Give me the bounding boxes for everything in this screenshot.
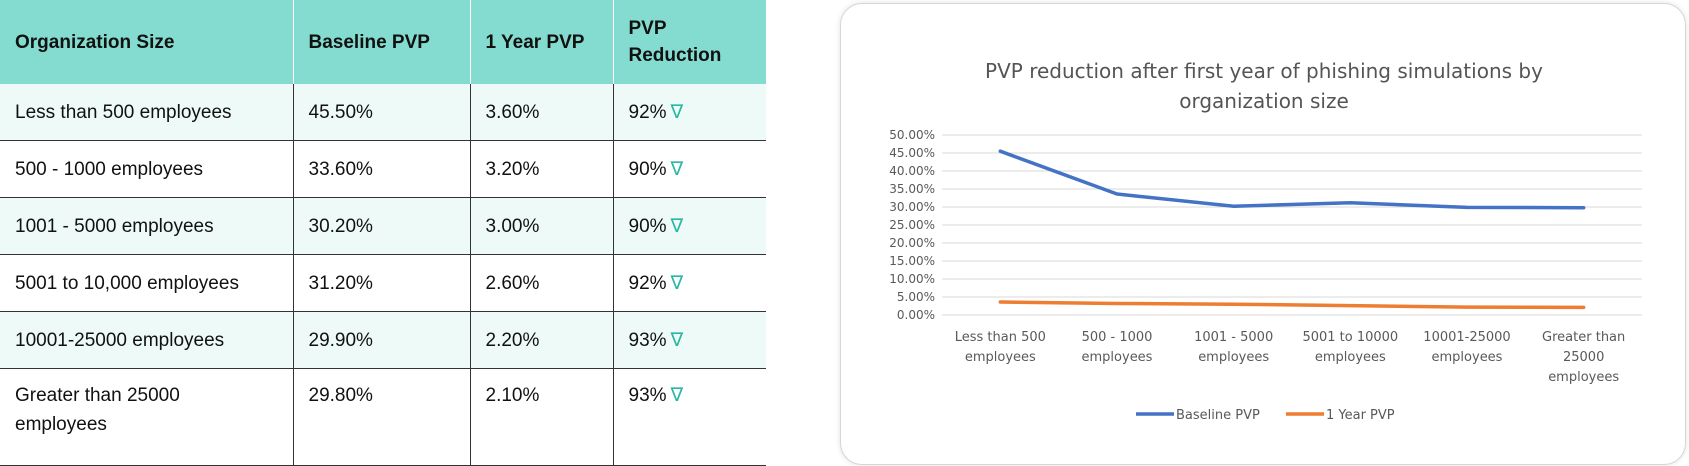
cell-size: Less than 500 employees (0, 84, 293, 141)
x-tick-label: employees (1432, 350, 1503, 365)
x-tick-label: 500 - 1000 (1082, 330, 1153, 345)
reduction-value: 92% (628, 101, 667, 123)
cell-baseline: 29.80% (292, 368, 470, 466)
cell-baseline: 31.20% (292, 254, 470, 312)
line-chart: PVP reduction after first year of phishi… (889, 59, 1642, 423)
cell-reduction: 90% ∇ (612, 197, 766, 255)
chart-card: PVP reduction after first year of phishi… (840, 3, 1686, 465)
cell-baseline: 30.20% (292, 197, 470, 255)
cell-size: 10001-25000 employees (0, 311, 293, 369)
cell-size: Greater than 25000 employees (0, 368, 293, 466)
triangle-down-outline-icon: ∇ (670, 329, 684, 351)
cell-one-year: 2.10% (469, 368, 613, 466)
table-row: 5001 to 10,000 employees 31.20% 2.60% 92… (0, 254, 766, 312)
cell-reduction: 93% ∇ (612, 311, 766, 369)
table-row: 10001-25000 employees 29.90% 2.20% 93% ∇ (0, 311, 766, 369)
x-tick-label: 5001 to 10000 (1302, 330, 1398, 345)
header-organization-size: Organization Size (0, 0, 293, 84)
header-pvp-reduction: PVP Reduction (612, 0, 766, 84)
x-tick-label: employees (1548, 370, 1619, 385)
y-tick-label: 30.00% (889, 200, 935, 214)
header-baseline-pvp: Baseline PVP (292, 0, 470, 84)
cell-one-year: 3.00% (469, 197, 613, 255)
x-tick-label: 10001-25000 (1423, 330, 1510, 345)
y-tick-label: 20.00% (889, 236, 935, 250)
pvp-table: Organization Size Baseline PVP 1 Year PV… (0, 0, 766, 466)
triangle-down-outline-icon: ∇ (670, 158, 684, 180)
triangle-down-outline-icon: ∇ (670, 385, 684, 406)
y-tick-label: 15.00% (889, 254, 935, 268)
y-tick-label: 5.00% (897, 290, 935, 304)
reduction-value: 93% (628, 385, 667, 406)
series-line-baseline-pvp (998, 149, 1586, 210)
reduction-value: 92% (628, 272, 667, 294)
cell-one-year: 3.60% (469, 84, 613, 141)
pvp-table-container: Organization Size Baseline PVP 1 Year PV… (0, 0, 766, 466)
reduction-value: 90% (628, 158, 667, 180)
reduction-value: 93% (628, 329, 667, 351)
cell-reduction: 90% ∇ (612, 140, 766, 198)
cell-reduction: 92% ∇ (612, 254, 766, 312)
y-tick-label: 10.00% (889, 272, 935, 286)
cell-reduction: 92% ∇ (612, 84, 766, 141)
cell-size: 500 - 1000 employees (0, 140, 293, 198)
x-tick-label: employees (965, 350, 1036, 365)
cell-reduction: 93% ∇ (612, 368, 766, 466)
cell-one-year: 2.60% (469, 254, 613, 312)
reduction-value: 90% (628, 215, 667, 237)
cell-one-year: 2.20% (469, 311, 613, 369)
y-tick-label: 35.00% (889, 182, 935, 196)
x-tick-label: 1001 - 5000 (1194, 330, 1273, 345)
table-row: 1001 - 5000 employees 30.20% 3.00% 90% ∇ (0, 197, 766, 255)
x-tick-label: Less than 500 (955, 330, 1046, 345)
cell-one-year: 3.20% (469, 140, 613, 198)
y-tick-label: 0.00% (897, 308, 935, 322)
x-tick-label: employees (1082, 350, 1153, 365)
y-tick-label: 45.00% (889, 146, 935, 160)
legend-label: 1 Year PVP (1326, 408, 1395, 423)
header-1-year-pvp: 1 Year PVP (469, 0, 613, 84)
x-tick-label: 25000 (1563, 350, 1604, 365)
cell-baseline: 33.60% (292, 140, 470, 198)
table-row: Less than 500 employees 45.50% 3.60% 92%… (0, 84, 766, 141)
y-tick-label: 50.00% (889, 128, 935, 142)
legend-label: Baseline PVP (1176, 408, 1260, 423)
y-tick-label: 40.00% (889, 164, 935, 178)
table-row: Greater than 25000 employees 29.80% 2.10… (0, 368, 766, 466)
triangle-down-outline-icon: ∇ (670, 101, 684, 123)
series-line-1-year-pvp (998, 300, 1586, 310)
cell-baseline: 29.90% (292, 311, 470, 369)
cell-size: 5001 to 10,000 employees (0, 254, 293, 312)
table-header-row: Organization Size Baseline PVP 1 Year PV… (0, 0, 766, 84)
triangle-down-outline-icon: ∇ (670, 272, 684, 294)
table-row: 500 - 1000 employees 33.60% 3.20% 90% ∇ (0, 140, 766, 198)
x-tick-label: Greater than (1542, 330, 1625, 345)
chart-title-line: organization size (1179, 89, 1349, 113)
x-tick-label: employees (1198, 350, 1269, 365)
cell-baseline: 45.50% (292, 84, 470, 141)
triangle-down-outline-icon: ∇ (670, 215, 684, 237)
x-tick-label: employees (1315, 350, 1386, 365)
cell-size: 1001 - 5000 employees (0, 197, 293, 255)
chart-title-line: PVP reduction after first year of phishi… (985, 59, 1543, 83)
y-tick-label: 25.00% (889, 218, 935, 232)
